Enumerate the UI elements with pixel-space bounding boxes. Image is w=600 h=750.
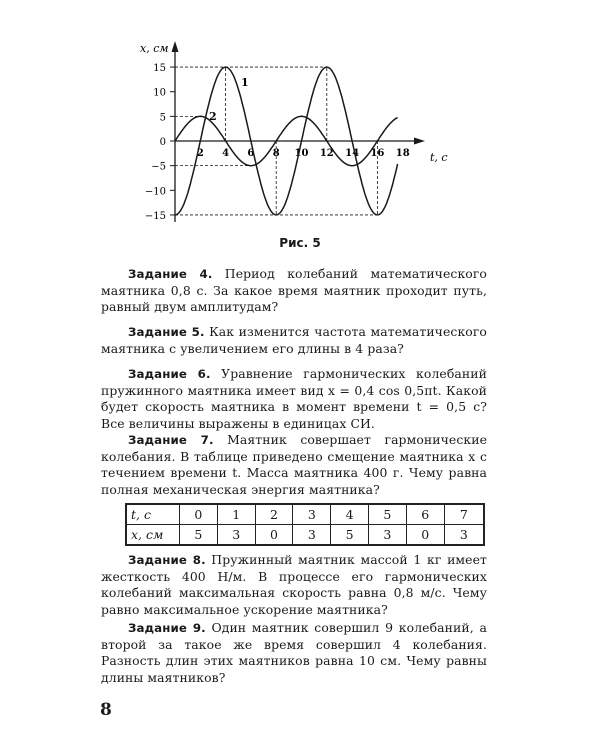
task-4: Задание 4. Период колебаний математическ…	[101, 266, 487, 315]
y-tick-label: −15	[145, 211, 166, 222]
task-label: Задание 7.	[128, 433, 214, 447]
task-7: Задание 7. Маятник совершает гармоническ…	[101, 432, 488, 497]
y-tick-label: 5	[160, 112, 166, 123]
x-tick-label: 10	[295, 148, 309, 159]
task-6: Задание 6. Уравнение гармонических колеб…	[101, 366, 487, 431]
task-label: Задание 6.	[128, 367, 211, 381]
x-axis-label: t, с	[430, 151, 448, 164]
y-tick-label: 15	[153, 63, 166, 74]
x-tick-label: 4	[222, 148, 229, 159]
y-axis-label: x, см	[140, 42, 168, 55]
series-2-curve	[174, 115, 398, 167]
task-5: Задание 5. Как изменится частота математ…	[101, 324, 487, 356]
y-tick-label: −10	[145, 186, 166, 197]
page-number: 8	[100, 700, 112, 720]
task-8: Задание 8. Пружинный маятник массой 1 кг…	[101, 552, 487, 617]
task-label: Задание 9.	[128, 621, 206, 635]
x-tick-label: 12	[320, 148, 334, 159]
x-tick-label: 18	[396, 148, 410, 159]
series-2-label: 2	[209, 110, 217, 123]
y-tick-label: −5	[151, 162, 166, 173]
row-header: t, с	[125, 503, 180, 525]
row-header: x, см	[125, 524, 180, 546]
x-axis-arrow-icon	[414, 137, 425, 145]
x-tick-label: 14	[345, 148, 359, 159]
x-tick-label: 6	[247, 148, 254, 159]
task-label: Задание 5.	[128, 325, 205, 339]
y-tick-label: 0	[160, 137, 166, 148]
task-9: Задание 9. Один маятник совершил 9 колеб…	[101, 620, 487, 685]
y-axis-arrow-icon	[171, 41, 179, 52]
task-label: Задание 8.	[128, 553, 206, 567]
series-1-label: 1	[241, 76, 249, 89]
series-1-curve	[174, 66, 399, 216]
task-label: Задание 4.	[128, 267, 213, 281]
y-tick-label: 10	[153, 88, 166, 99]
x-tick-label: 2	[197, 148, 204, 159]
figure-caption: Рис. 5	[279, 236, 321, 250]
